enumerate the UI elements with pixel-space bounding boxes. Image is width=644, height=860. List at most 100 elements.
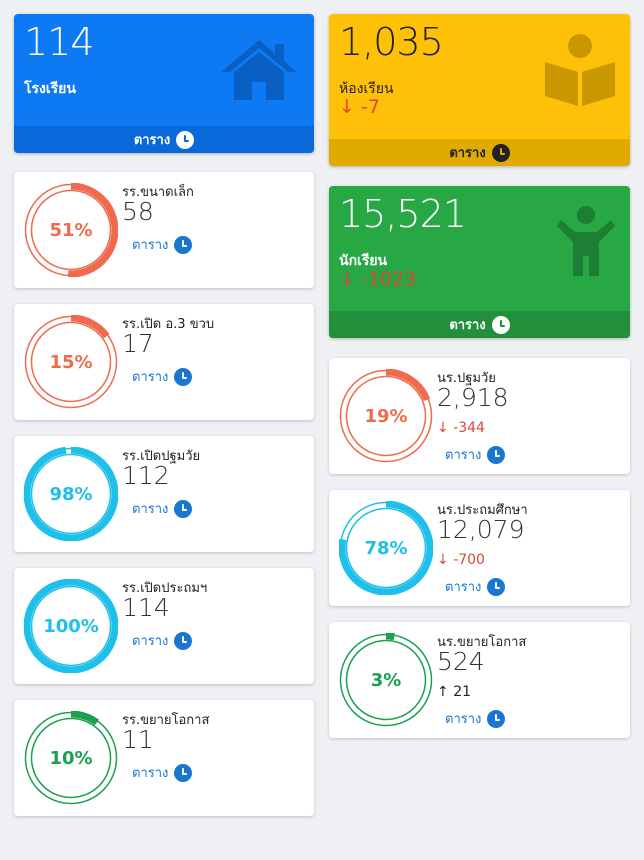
card-value: 2,918	[437, 383, 509, 412]
students-stat-box: 15,521 นักเรียน ↓ -1023 ตาราง	[329, 186, 630, 338]
stat-card: 10% รร.ขยายโอกาส 11 ตาราง	[14, 700, 314, 816]
classrooms-label: ห้องเรียน	[339, 81, 394, 97]
card-table-link-label: ตาราง	[445, 580, 482, 595]
clock-icon	[174, 499, 193, 518]
card-table-link-label: ตาราง	[445, 712, 482, 727]
card-title: รร.ขยายโอกาส	[122, 713, 210, 728]
stat-card: 100% รร.เปิดประถมฯ 114 ตาราง	[14, 568, 314, 684]
card-delta: ↓ -700	[437, 552, 485, 568]
card-value: 12,079	[437, 515, 525, 544]
clock-icon	[174, 367, 193, 386]
card-delta-value: 21	[453, 684, 472, 700]
book-reader-icon	[543, 32, 617, 112]
clock-icon	[491, 143, 510, 162]
students-label: นักเรียน	[339, 253, 388, 269]
progress-ring: 15%	[24, 315, 118, 409]
clock-icon	[487, 577, 506, 596]
percent-label: 51%	[49, 219, 93, 241]
card-title: นร.ปฐมวัย	[437, 371, 496, 386]
card-table-link[interactable]: ตาราง	[132, 366, 193, 387]
progress-ring: 51%	[24, 183, 118, 277]
card-value: 17	[122, 329, 154, 358]
progress-ring: 3%	[339, 633, 433, 727]
stat-card: 3% นร.ขยายโอกาส 524 ↑ 21 ตาราง	[329, 622, 630, 738]
students-delta: ↓ -1023	[339, 268, 416, 290]
card-table-link[interactable]: ตาราง	[445, 708, 506, 729]
card-table-link-label: ตาราง	[132, 502, 169, 517]
card-table-link-label: ตาราง	[445, 448, 482, 463]
left-column: 114 โรงเรียน ตาราง 51% รร.ขนาดเล็ก 58 ตาราง…	[14, 14, 314, 832]
card-value: 112	[122, 461, 170, 490]
classrooms-table-link-label: ตาราง	[449, 146, 486, 161]
card-title: รร.เปิด อ.3 ขวบ	[122, 317, 215, 332]
stat-card: 19% นร.ปฐมวัย 2,918 ↓ -344 ตาราง	[329, 358, 630, 474]
card-title: รร.ขนาดเล็ก	[122, 185, 194, 200]
card-value: 58	[122, 197, 154, 226]
card-table-link-label: ตาราง	[132, 766, 169, 781]
right-column: 1,035 ห้องเรียน ↓ -7 ตาราง 15,521 นักเรี…	[329, 14, 630, 754]
card-table-link[interactable]: ตาราง	[445, 444, 506, 465]
students-count: 15,521	[339, 192, 467, 236]
child-icon	[557, 206, 615, 282]
card-table-link-label: ตาราง	[132, 238, 169, 253]
card-table-link[interactable]: ตาราง	[132, 630, 193, 651]
progress-ring: 10%	[24, 711, 118, 805]
percent-label: 98%	[49, 483, 93, 505]
card-table-link[interactable]: ตาราง	[132, 234, 193, 255]
schools-table-link[interactable]: ตาราง	[14, 126, 314, 153]
card-value: 524	[437, 647, 485, 676]
students-delta-value: -1023	[360, 268, 417, 290]
progress-ring: 100%	[24, 579, 118, 673]
percent-label: 10%	[49, 747, 93, 769]
card-value: 11	[122, 725, 154, 754]
card-table-link[interactable]: ตาราง	[445, 576, 506, 597]
stat-card: 98% รร.เปิดปฐมวัย 112 ตาราง	[14, 436, 314, 552]
clock-icon	[174, 235, 193, 254]
stat-card: 51% รร.ขนาดเล็ก 58 ตาราง	[14, 172, 314, 288]
clock-icon	[487, 709, 506, 728]
arrow-down-icon: ↓	[437, 420, 449, 436]
classrooms-delta: ↓ -7	[339, 96, 380, 118]
card-table-link[interactable]: ตาราง	[132, 498, 193, 519]
classrooms-stat-box: 1,035 ห้องเรียน ↓ -7 ตาราง	[329, 14, 630, 166]
schools-count: 114	[24, 20, 95, 64]
left-card-list: 51% รร.ขนาดเล็ก 58 ตาราง 15% รร.เปิด อ.3 ขวบ 1…	[14, 172, 314, 816]
card-delta: ↓ -344	[437, 420, 485, 436]
arrow-down-icon: ↓	[339, 96, 355, 118]
clock-icon	[174, 763, 193, 782]
percent-label: 15%	[49, 351, 93, 373]
classrooms-table-link[interactable]: ตาราง	[329, 139, 630, 166]
students-table-link[interactable]: ตาราง	[329, 311, 630, 338]
card-title: รร.เปิดปฐมวัย	[122, 449, 201, 464]
percent-label: 78%	[364, 537, 408, 559]
card-delta-value: -344	[453, 420, 485, 436]
card-title: รร.เปิดประถมฯ	[122, 581, 208, 596]
arrow-up-icon: ↑	[437, 684, 449, 700]
card-title: นร.ประถมศึกษา	[437, 503, 528, 518]
card-table-link-label: ตาราง	[132, 370, 169, 385]
arrow-down-icon: ↓	[437, 552, 449, 568]
progress-ring: 98%	[24, 447, 118, 541]
card-table-link[interactable]: ตาราง	[132, 762, 193, 783]
schools-label: โรงเรียน	[24, 81, 76, 97]
classrooms-delta-value: -7	[360, 96, 380, 118]
progress-ring: 78%	[339, 501, 433, 595]
clock-icon	[176, 130, 195, 149]
card-delta: ↑ 21	[437, 684, 471, 700]
stat-card: 78% นร.ประถมศึกษา 12,079 ↓ -700 ตาราง	[329, 490, 630, 606]
clock-icon	[491, 315, 510, 334]
percent-label: 3%	[370, 669, 402, 691]
card-title: นร.ขยายโอกาส	[437, 635, 527, 650]
students-table-link-label: ตาราง	[449, 318, 486, 333]
schools-table-link-label: ตาราง	[133, 133, 171, 148]
card-table-link-label: ตาราง	[132, 634, 169, 649]
arrow-down-icon: ↓	[339, 268, 355, 290]
right-card-list: 19% นร.ปฐมวัย 2,918 ↓ -344 ตาราง 78% นร.ประถมศ…	[329, 358, 630, 738]
progress-ring: 19%	[339, 369, 433, 463]
stat-card: 15% รร.เปิด อ.3 ขวบ 17 ตาราง	[14, 304, 314, 420]
percent-label: 19%	[364, 405, 408, 427]
house-icon	[219, 36, 299, 108]
percent-label: 100%	[43, 615, 99, 637]
card-delta-value: -700	[453, 552, 485, 568]
clock-icon	[487, 445, 506, 464]
